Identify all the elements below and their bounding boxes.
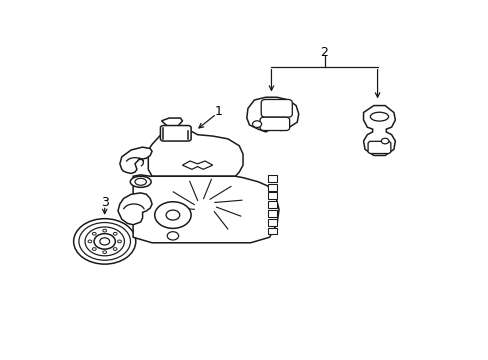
FancyBboxPatch shape [261, 99, 292, 117]
Polygon shape [246, 97, 298, 132]
Circle shape [74, 219, 136, 264]
Polygon shape [267, 219, 277, 226]
Circle shape [113, 232, 117, 235]
FancyBboxPatch shape [260, 117, 289, 131]
Circle shape [381, 138, 388, 144]
Circle shape [92, 232, 96, 235]
Polygon shape [267, 175, 277, 182]
Circle shape [252, 121, 261, 127]
Polygon shape [182, 161, 212, 169]
Circle shape [79, 222, 130, 260]
Circle shape [113, 248, 117, 251]
Polygon shape [148, 131, 243, 176]
Polygon shape [267, 228, 277, 234]
Polygon shape [267, 210, 277, 217]
Ellipse shape [135, 178, 146, 185]
Circle shape [167, 232, 178, 240]
Circle shape [88, 240, 92, 243]
Circle shape [100, 238, 109, 245]
Circle shape [166, 210, 180, 220]
Polygon shape [120, 147, 152, 174]
Text: 3: 3 [101, 196, 108, 209]
Text: 2: 2 [320, 46, 328, 59]
Circle shape [85, 227, 124, 256]
FancyBboxPatch shape [160, 126, 191, 141]
Polygon shape [161, 118, 182, 128]
Polygon shape [267, 201, 277, 208]
Ellipse shape [369, 112, 388, 121]
FancyBboxPatch shape [367, 141, 390, 153]
Ellipse shape [130, 176, 151, 187]
Polygon shape [363, 105, 395, 156]
Circle shape [102, 229, 106, 232]
Circle shape [154, 202, 191, 228]
Circle shape [117, 240, 121, 243]
Polygon shape [267, 184, 277, 190]
Circle shape [102, 251, 106, 253]
Circle shape [94, 234, 115, 249]
Polygon shape [267, 193, 277, 199]
Text: 1: 1 [214, 105, 222, 118]
Polygon shape [133, 175, 279, 243]
Circle shape [92, 248, 96, 251]
Polygon shape [118, 193, 152, 225]
